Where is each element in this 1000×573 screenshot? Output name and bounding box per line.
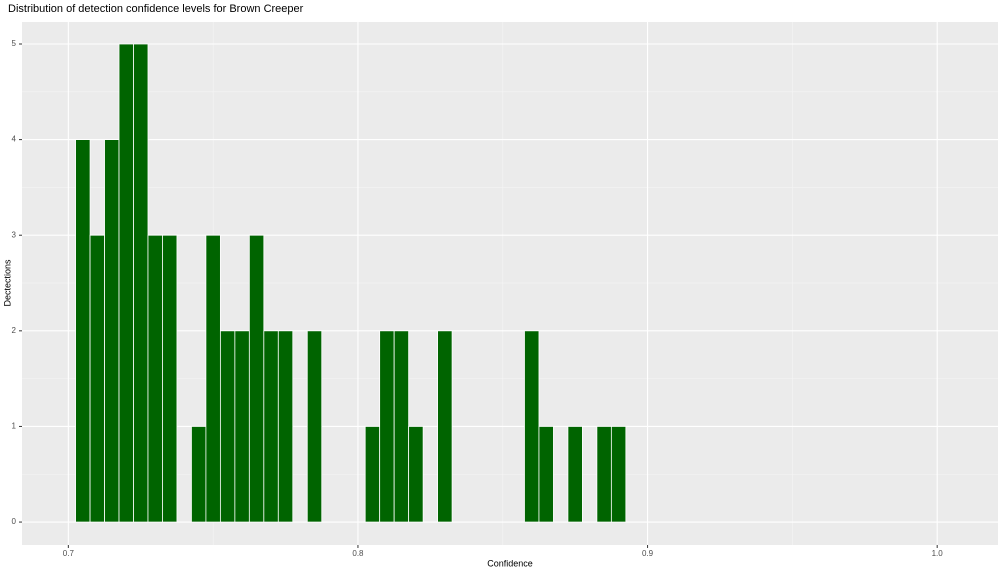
bar [524,330,540,523]
bar [162,234,178,523]
bar [379,330,395,523]
bar [263,330,279,523]
bar [147,234,163,523]
bar [89,234,105,523]
x-tick-label: 0.9 [642,549,654,558]
x-tick-label: 1.0 [932,549,944,558]
y-tick-label: 3 [12,230,17,239]
y-tick-label: 2 [12,326,17,335]
bar [219,330,236,523]
chart-title: Distribution of detection confidence lev… [8,3,304,15]
panel [22,22,998,545]
bar [133,43,149,523]
x-axis-label: Confidence [487,558,533,568]
bar [538,426,554,523]
bar [596,426,612,523]
bar [364,426,381,523]
x-tick-label: 0.8 [352,549,364,558]
y-tick-label: 5 [12,39,17,48]
y-tick-label: 4 [12,135,17,144]
bar [248,234,265,523]
x-tick-label: 0.7 [63,549,75,558]
y-tick-label: 0 [12,517,17,526]
bar [306,330,323,523]
bar [104,139,120,523]
bar [567,426,583,523]
bar [610,426,627,523]
bar [234,330,250,523]
y-axis-label: Dectections [2,259,12,307]
bar [205,234,221,523]
bar [277,330,294,523]
bar [191,426,207,523]
bar [437,330,453,523]
y-tick-label: 1 [12,422,17,431]
bar [118,43,134,523]
bar [393,330,410,523]
bar [75,139,91,523]
bar [408,426,424,523]
